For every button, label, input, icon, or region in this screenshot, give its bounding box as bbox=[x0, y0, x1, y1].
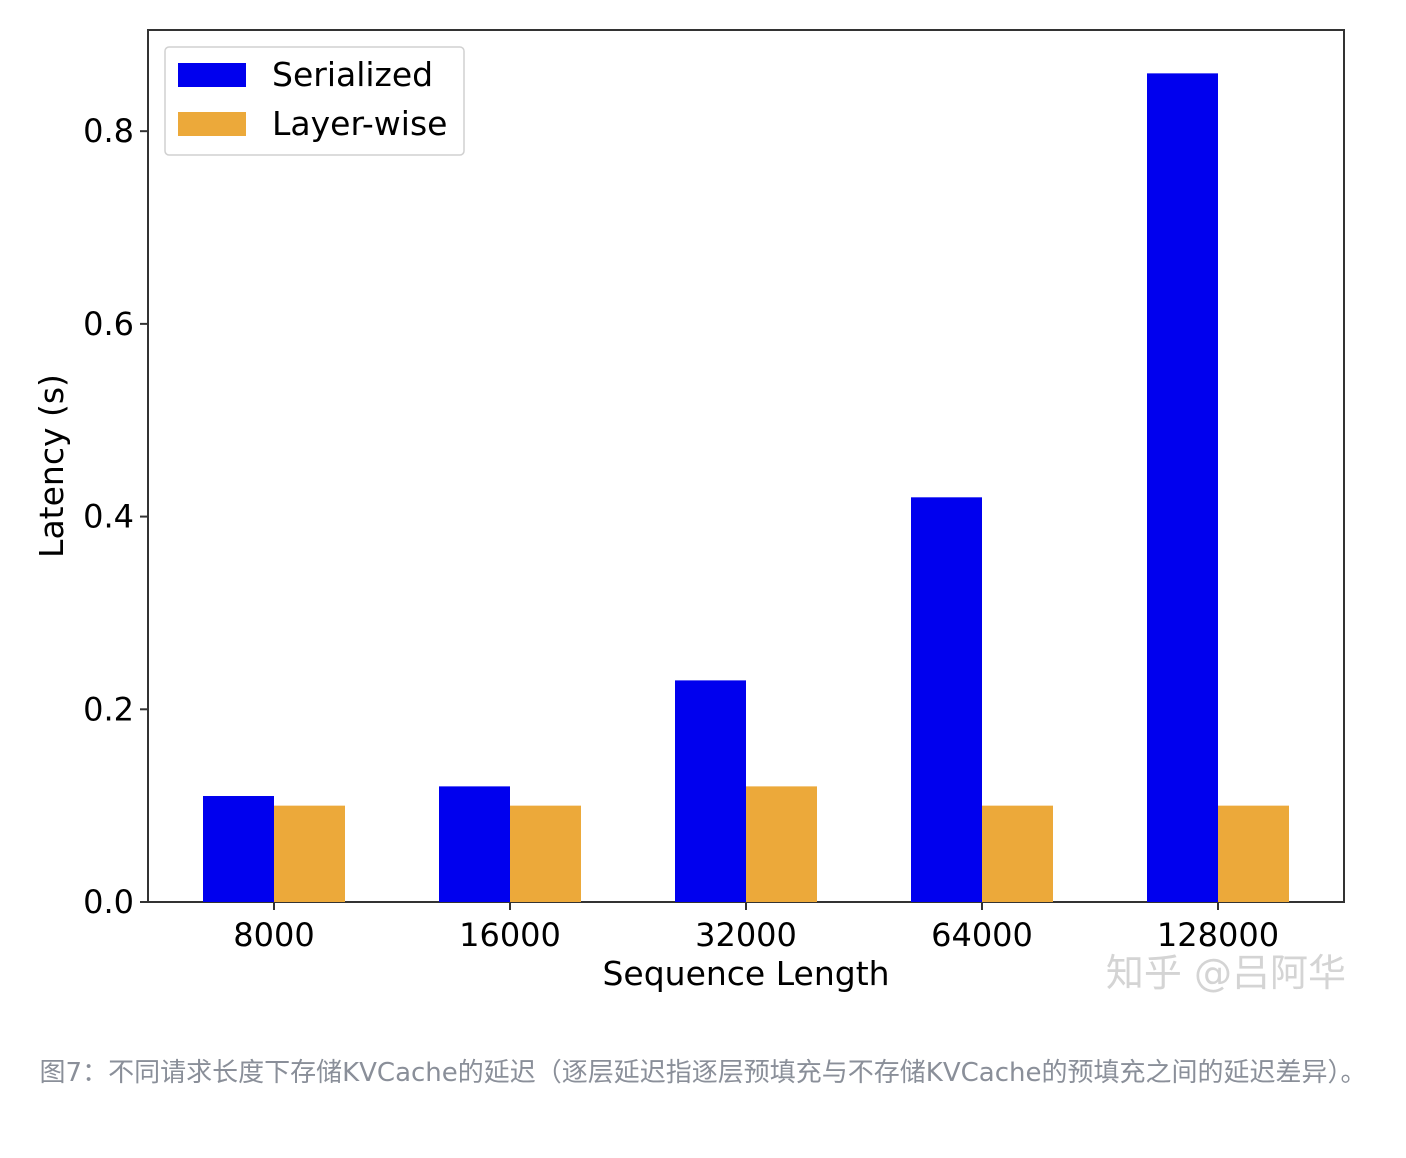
figure-caption: 图7：不同请求长度下存储KVCache的延迟（逐层延迟指逐层预填充与不存储KVC… bbox=[39, 1058, 1367, 1088]
y-axis-title: Latency (s) bbox=[32, 374, 71, 558]
legend-label-layer-wise: Layer-wise bbox=[272, 104, 447, 143]
bar-serialized-8000 bbox=[203, 796, 274, 902]
legend-swatch-layer-wise bbox=[178, 112, 246, 136]
y-tick-label: 0.6 bbox=[83, 305, 134, 343]
y-tick-label: 0.0 bbox=[83, 883, 134, 921]
bar-layer-wise-128000 bbox=[1218, 805, 1289, 902]
bar-layer-wise-8000 bbox=[274, 805, 345, 902]
legend: Serialized Layer-wise bbox=[164, 46, 465, 156]
x-tick-label: 32000 bbox=[695, 916, 797, 954]
bar-chart: 0.0 0.2 0.4 0.6 0.8 8000 16000 32000 64000 12800… bbox=[32, 29, 1346, 995]
bar-layer-wise-64000 bbox=[982, 805, 1053, 902]
y-tick-label: 0.4 bbox=[83, 498, 134, 536]
bars-group bbox=[203, 73, 1289, 902]
y-axis: 0.0 0.2 0.4 0.6 0.8 bbox=[83, 112, 148, 921]
x-tick-label: 64000 bbox=[931, 916, 1033, 954]
x-axis: 8000 16000 32000 64000 128000 bbox=[233, 902, 1279, 954]
bar-layer-wise-16000 bbox=[510, 805, 581, 902]
bar-serialized-32000 bbox=[675, 680, 746, 902]
y-tick-label: 0.8 bbox=[83, 112, 134, 150]
x-tick-label: 128000 bbox=[1157, 916, 1279, 954]
bar-layer-wise-32000 bbox=[746, 786, 817, 902]
legend-label-serialized: Serialized bbox=[272, 55, 433, 94]
bar-serialized-64000 bbox=[911, 497, 982, 902]
bar-serialized-16000 bbox=[439, 786, 510, 902]
x-tick-label: 8000 bbox=[233, 916, 314, 954]
y-tick-label: 0.2 bbox=[83, 690, 134, 728]
x-tick-label: 16000 bbox=[459, 916, 561, 954]
watermark: 知乎 @吕阿华 bbox=[1106, 951, 1346, 995]
x-axis-title: Sequence Length bbox=[602, 954, 889, 993]
bar-serialized-128000 bbox=[1147, 73, 1218, 902]
legend-swatch-serialized bbox=[178, 63, 246, 87]
